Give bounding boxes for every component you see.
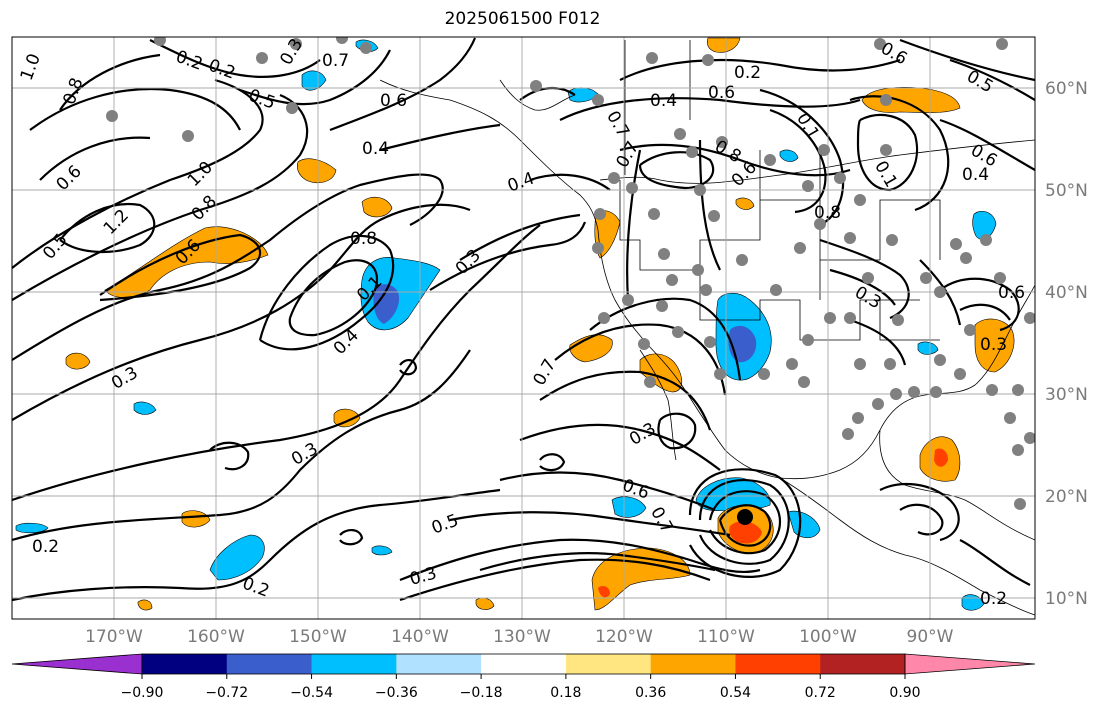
contour-label: 0.6 [998, 283, 1025, 303]
contour-label: 0.8 [814, 203, 841, 223]
colorbar-cell [565, 654, 652, 674]
colorbar-tick-label: −0.36 [375, 685, 418, 701]
colorbar-cell [311, 654, 397, 674]
plot-background [12, 37, 1035, 619]
colorbar-frame [141, 653, 906, 675]
colorbar-cell [820, 654, 906, 674]
lat-tick-label: 50°N [1045, 181, 1088, 201]
colorbar-tick-label: 0.54 [720, 685, 751, 701]
lat-tick-label: 10°N [1045, 589, 1088, 609]
colorbar-tick-label: 0.18 [550, 685, 581, 701]
lon-tick-label: 90°W [907, 627, 954, 647]
colorbar-cell [735, 654, 821, 674]
colorbar-tick-label: 0.72 [805, 685, 836, 701]
colorbar-tick-label: −0.18 [460, 685, 503, 701]
storm-center-marker [737, 509, 753, 525]
contour-label: 0.7 [322, 51, 349, 71]
colorbar-ticks: −0.90 −0.72 −0.54 −0.36 −0.18 0.18 0.36 0.54 0.7… [121, 674, 921, 701]
colorbar-tick-label: −0.90 [121, 685, 164, 701]
contour-label: 0.8 [350, 229, 377, 249]
lon-tick-label: 160°W [187, 627, 245, 647]
contour-label: 0.2 [980, 589, 1007, 609]
colorbar-extend-max [904, 653, 1036, 675]
lon-tick-label: 150°W [289, 627, 347, 647]
colorbar-tick-label: 0.36 [635, 685, 666, 701]
colorbar-cell [650, 654, 736, 674]
contour-label: 0.6 [708, 83, 735, 103]
plot-frame [11, 36, 1036, 620]
station-dots [106, 37, 1035, 510]
lat-tick-label: 40°N [1045, 283, 1088, 303]
contour-label: 0.4 [362, 139, 389, 159]
colorbar-cells [11, 653, 1036, 675]
colorbar: −0.90 −0.72 −0.54 −0.36 −0.18 0.18 0.36 0.54 0.7… [11, 653, 1036, 701]
contour-label: 0.4 [962, 165, 989, 185]
coastlines [379, 40, 1035, 616]
lon-tick-label: 170°W [85, 627, 143, 647]
lon-tick-label: 110°W [697, 627, 755, 647]
lat-tick-label: 30°N [1045, 385, 1088, 405]
colorbar-tick-label: 0.90 [889, 685, 920, 701]
colorbar-cell [226, 654, 313, 674]
lon-tick-label: 100°W [799, 627, 857, 647]
contour-label: 0.2 [734, 63, 761, 83]
contour-label: 0.2 [32, 537, 59, 557]
latitude-labels: 60°N 50°N 40°N 30°N 20°N 10°N [1045, 79, 1088, 609]
colorbar-cell [396, 654, 482, 674]
lon-tick-label: 120°W [595, 627, 653, 647]
colorbar-cell [481, 654, 567, 674]
colorbar-tick-label: −0.54 [290, 685, 333, 701]
colorbar-tick-label: −0.72 [205, 685, 248, 701]
contour-label: 0.6 [380, 91, 407, 111]
colorbar-extend-min [11, 653, 143, 675]
lon-tick-label: 140°W [391, 627, 449, 647]
lat-tick-label: 60°N [1045, 79, 1088, 99]
lat-tick-label: 20°N [1045, 487, 1088, 507]
gridlines [12, 37, 1035, 619]
contour-label: 0.4 [650, 91, 677, 111]
contour-label: 0.3 [980, 335, 1007, 355]
map-title: 2025061500 F012 [444, 9, 601, 29]
colorbar-cell [142, 654, 228, 674]
lon-tick-label: 130°W [493, 627, 551, 647]
longitude-labels: 170°W 160°W 150°W 140°W 130°W 120°W 110°… [85, 627, 954, 647]
